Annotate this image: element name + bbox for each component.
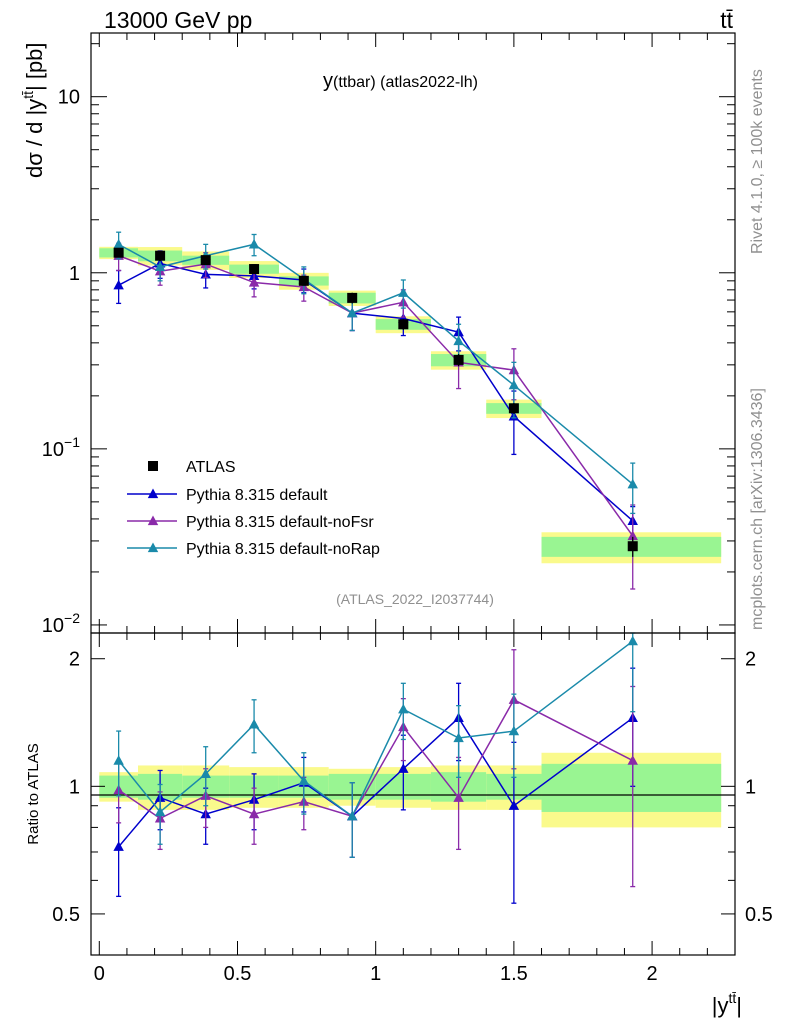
atlas-point: [200, 255, 211, 266]
legend-series-marker: [147, 488, 159, 499]
legend: ATLAS Pythia 8.315 default Pythia 8.315 de…: [127, 459, 380, 558]
series-3-point: [346, 307, 358, 318]
main-y-tick-label: 1: [69, 263, 80, 285]
ratio-axis-ticks: 0 0.5 1 1.5 2 0.5 0.5 1 1 2 2: [52, 633, 773, 985]
energy-label: 13000 GeV pp: [104, 7, 252, 33]
x-tick-label: 2: [647, 963, 658, 985]
legend-series-label: Pythia 8.315 default: [186, 487, 328, 504]
ratio-y-tick-label-right: 0.5: [745, 904, 773, 926]
series-1-point: [113, 279, 124, 290]
main-y-tick-label: 10−1: [42, 434, 80, 461]
atlas-point: [347, 292, 358, 303]
series-3-ratio-point: [154, 806, 166, 817]
atlas-point: [298, 275, 309, 286]
series-3-ratio-point: [398, 703, 409, 714]
series-3-ratio-point: [508, 725, 520, 736]
atlas-point: [155, 250, 166, 261]
series-3-ratio-point: [113, 755, 124, 765]
ratio-frame: [90, 632, 736, 956]
ratio-y-tick-label-right: 2: [745, 649, 756, 671]
series-1-ratio-point: [508, 800, 520, 810]
tick-exponent: −1: [64, 434, 80, 450]
series-2-point: [627, 530, 638, 541]
series-1-ratio-point: [398, 763, 409, 773]
atlas-point: [113, 247, 124, 258]
legend-series-marker: [147, 542, 159, 553]
atlas-point: [453, 354, 464, 365]
series-3-ratio-point: [453, 732, 464, 743]
watermark-label: (ATLAS_2022_I2037744): [336, 591, 494, 607]
x-tick-label: 1: [370, 963, 381, 985]
series-3-point: [398, 287, 409, 297]
ratio-panel: 0 0.5 1 1.5 2 0.5 0.5 1 1 2 2 Ratio to ATLAS |ytt̄…: [25, 632, 773, 1018]
series-1-ratio-point: [113, 841, 124, 851]
legend-series-marker: [147, 515, 159, 526]
ratio-y-tick-label-left: 2: [69, 649, 80, 671]
atlas-point: [398, 319, 409, 330]
series-3-ratio-point: [346, 810, 358, 821]
series-3-line: [118, 243, 634, 485]
x-tick-label: 0.5: [224, 963, 252, 985]
series-3-ratio-point: [248, 718, 260, 729]
rivet-version-label: Rivet 4.1.0, ≥ 100k events: [749, 69, 766, 254]
ratio-y-axis-label: Ratio to ATLAS: [25, 743, 42, 844]
main-y-tick-label: 10−2: [42, 610, 80, 637]
tick-base: 1: [69, 263, 80, 285]
x-tick-label: 0: [94, 963, 105, 985]
series-3-point: [508, 379, 520, 390]
main-y-tick-label: 10: [58, 87, 80, 109]
ratio-y-tick-label-right: 1: [745, 776, 756, 798]
series-3-point: [154, 261, 166, 272]
plot-title: y(ttbar) (atlas2022-lh): [323, 70, 478, 92]
series-3-point: [248, 238, 260, 249]
series-3-ratio-point: [298, 775, 310, 786]
ratio-y-tick-label-left: 0.5: [52, 904, 80, 926]
legend-series-label: Pythia 8.315 default-noFsr: [186, 514, 374, 531]
series-2-ratio-line: [118, 698, 634, 820]
series-2-ratio-point: [453, 792, 464, 802]
legend-series-label: Pythia 8.315 default-noRap: [186, 541, 380, 558]
atlas-point: [249, 264, 260, 275]
ratio-y-tick-label-left: 1: [69, 776, 80, 798]
x-tick-label: 1.5: [500, 963, 528, 985]
tick-base: 10: [58, 87, 80, 109]
ratio-band-inner: [541, 763, 722, 812]
series-2-line: [118, 255, 634, 537]
series-3-ratio-point: [627, 635, 638, 646]
series-3-point: [113, 238, 124, 249]
series-3-point: [627, 478, 638, 489]
y-axis-label: dσ / d |ytt̄| [pb]: [20, 42, 47, 178]
tick-exponent: −2: [64, 610, 80, 626]
series-3-ratio-point: [200, 768, 211, 778]
series-2-point: [248, 277, 260, 287]
ratio-series-group: [113, 632, 638, 904]
tick-base: 10: [42, 439, 64, 461]
atlas-point: [627, 541, 638, 552]
series-2-ratio-point: [627, 755, 638, 765]
mcplots-label: mcplots.cern.ch [arXiv:1306.3436]: [749, 388, 766, 630]
x-axis-label: |ytt̄|: [712, 990, 742, 1018]
ratio-data-band: [99, 752, 722, 828]
legend-atlas-marker: [148, 461, 158, 471]
atlas-point: [508, 403, 519, 414]
legend-atlas-label: ATLAS: [186, 459, 236, 476]
series-3-ratio-line: [118, 640, 634, 818]
process-label: tt̄: [720, 7, 733, 33]
tick-base: 10: [42, 615, 64, 637]
series-2-ratio-point: [248, 808, 260, 819]
main-data-points: [113, 247, 638, 557]
series-3-point: [453, 335, 464, 346]
